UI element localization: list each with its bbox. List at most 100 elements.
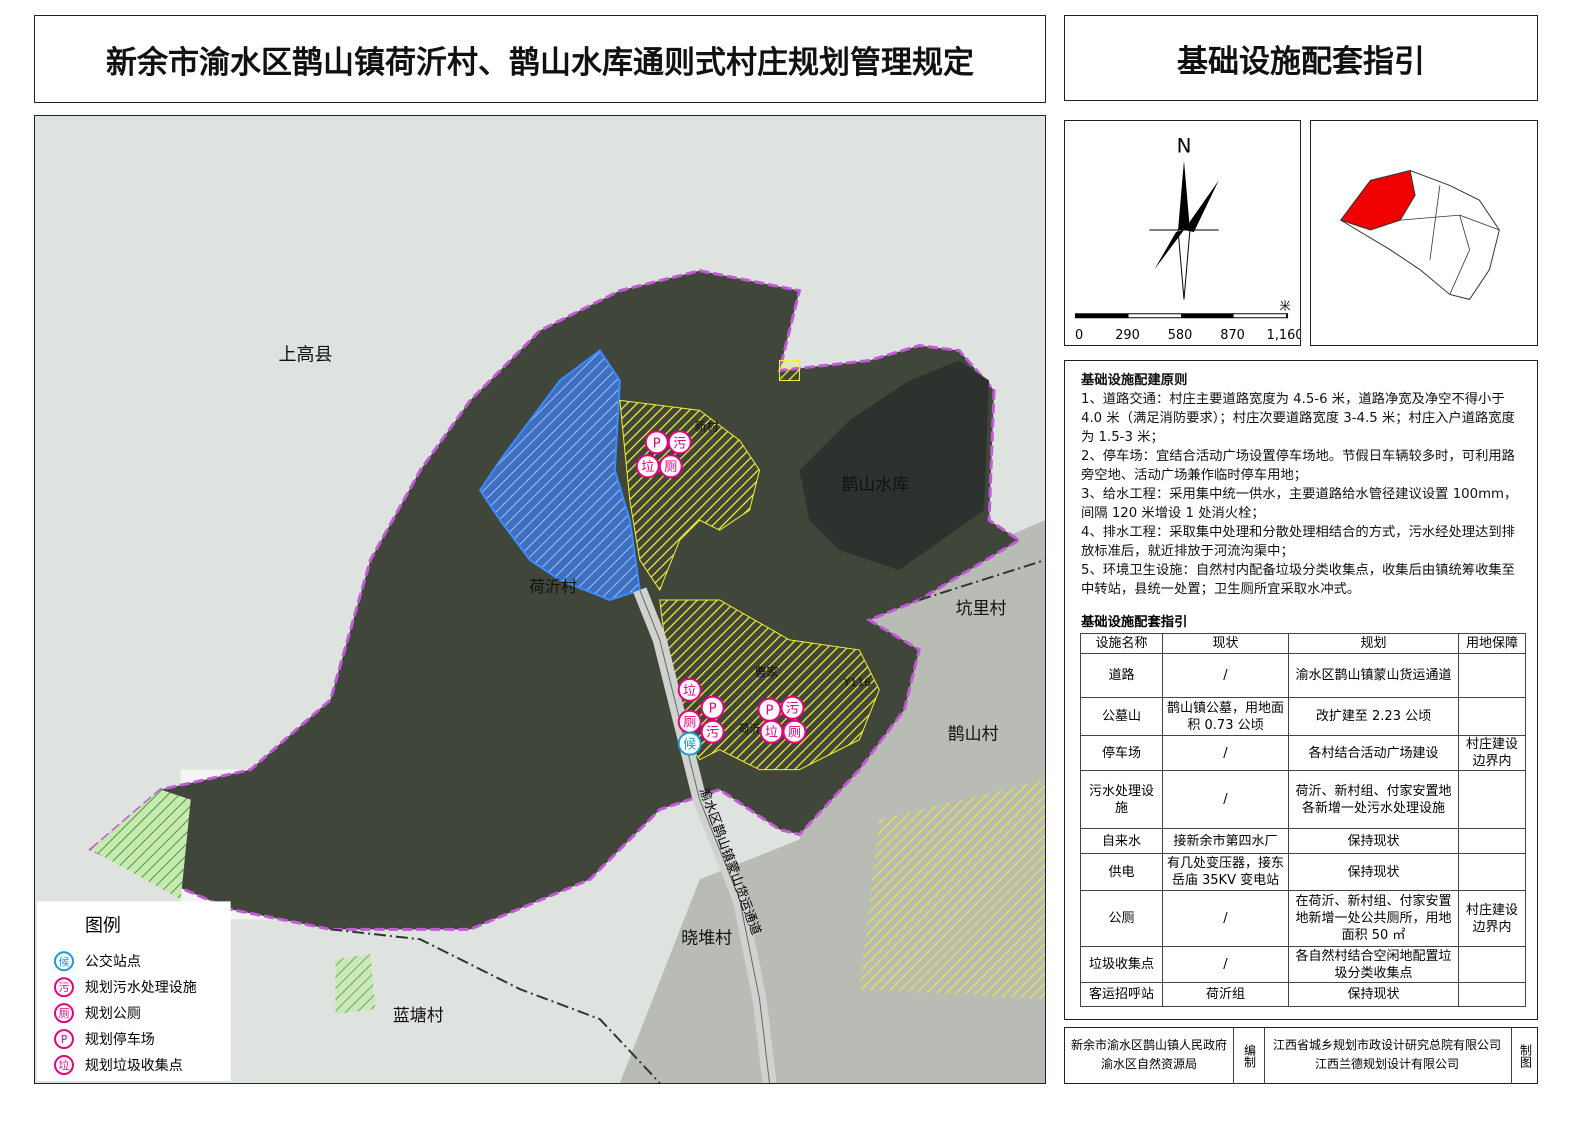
- firm: 江西兰德规划设计有限公司: [1314, 1057, 1459, 1071]
- table-cell: [1458, 982, 1526, 1007]
- marker-symbol: 污: [59, 981, 70, 994]
- marker-symbol: 厕: [788, 726, 801, 741]
- scale-tick-label: 580: [1168, 328, 1193, 343]
- place-label: 上高县: [279, 344, 333, 365]
- principles: 基础设施配建原则 1、道路交通：村庄主要道路宽度为 4.5-6 米，道路净宽及净空…: [1065, 361, 1537, 599]
- org: 渝水区自然资源局: [1100, 1057, 1197, 1071]
- place-label: Y116: [843, 676, 872, 689]
- legend-label: 规划停车场: [85, 1031, 155, 1048]
- green-area: [335, 954, 376, 1015]
- location-map: [1310, 120, 1538, 346]
- principle-item: 4、排水工程：采取集中处理和分散处理相结合的方式，污水经处理达到排放标准后，就近…: [1081, 525, 1515, 559]
- admin-boundary: [330, 559, 1045, 1083]
- holdback-area: [478, 349, 641, 602]
- table-row: 道路 / 渝水区鹊山镇蒙山货运通道: [1080, 653, 1526, 698]
- table-cell: 接新余市第四水厂: [1162, 828, 1289, 854]
- role: 制图: [1511, 1028, 1538, 1084]
- footer-orgs: 新余市渝水区鹊山镇人民政府 渝水区自然资源局: [1065, 1036, 1233, 1074]
- table-cell: 保持现状: [1288, 853, 1459, 891]
- table-cell: 各自然村结合空闲地配置垃圾分类收集点: [1288, 946, 1459, 983]
- marker-symbol: 污: [673, 435, 686, 451]
- table-cell: 各村结合活动广场建设: [1288, 735, 1459, 771]
- place-label: 荷沂: [739, 723, 761, 736]
- table-cell: 鹊山镇公墓，用地面积 0.73 公顷: [1162, 697, 1289, 736]
- table-cell: /: [1162, 653, 1289, 698]
- table-cell: [1458, 828, 1526, 854]
- org: 新余市渝水区鹊山镇人民政府: [1070, 1038, 1227, 1052]
- marker-circle: [54, 1003, 74, 1024]
- table-cell: /: [1162, 735, 1289, 771]
- scale-tick-label: 870: [1220, 328, 1245, 343]
- table-row: 客运招呼站 荷沂组 保持现状: [1080, 982, 1526, 1007]
- footer: 新余市渝水区鹊山镇人民政府 渝水区自然资源局 编制 江西省城乡规划市政设计研究总院…: [1064, 1027, 1538, 1084]
- principle-item: 2、停车场：宜结合活动广场设置停车场地。节假日车辆较多时，可利用路旁空地、活动广…: [1081, 449, 1515, 483]
- title-box: 新余市渝水区鹊山镇荷沂村、鹊山水库通则式村庄规划管理规定: [34, 15, 1046, 103]
- table-row: 供电 有几处变压器，接东岳庙 35KV 变电站 保持现状: [1080, 853, 1526, 891]
- construction-land: [619, 359, 800, 592]
- table-cell: /: [1162, 770, 1289, 829]
- table-cell: [1458, 946, 1526, 983]
- marker-symbol: 垃: [59, 1059, 70, 1072]
- legend-label: 公交站点: [85, 953, 141, 970]
- neighbor-construction: [859, 779, 1045, 1000]
- header-cell: 规划: [1288, 633, 1459, 654]
- scale-bar: [1074, 313, 1289, 319]
- table-cell: 保持现状: [1288, 828, 1459, 854]
- marker-symbol: 厕: [683, 716, 696, 731]
- place-label: 新村: [695, 418, 719, 433]
- marker-circle: [677, 677, 702, 702]
- header-cell: 用地保障: [1458, 633, 1526, 654]
- marker-symbol: 污: [786, 701, 799, 717]
- table-cell: 在荷沂、新村组、付家安置地新增一处公共厕所，用地面积 50 ㎡: [1288, 890, 1459, 947]
- reservoir: [799, 360, 990, 571]
- legend-label: 规划公厕: [85, 1006, 141, 1022]
- table-cell: [1458, 770, 1526, 829]
- legend-label: 规划污水处理设施: [85, 980, 197, 996]
- marker-symbol: P: [653, 436, 661, 451]
- marker-circle: [54, 1055, 74, 1076]
- marker-symbol: 厕: [59, 1007, 70, 1020]
- table-row: 自来水 接新余市第四水厂 保持现状: [1080, 828, 1526, 854]
- place-label: 荷沂村: [529, 577, 577, 596]
- marker-circle: [677, 731, 702, 756]
- town-divisions: [1400, 185, 1500, 295]
- scale-tick-label: 290: [1115, 328, 1140, 343]
- marker-circle: [782, 719, 807, 744]
- north-arrow: [1177, 229, 1191, 300]
- north-arrow-box: N 米 0 290 580 870 1,160: [1064, 120, 1301, 346]
- marker-symbol: P: [709, 702, 717, 717]
- marker-symbol: 垃: [765, 725, 778, 741]
- table-cell: [1458, 653, 1526, 698]
- table-header: 设施名称 现状 规划 用地保障: [1080, 633, 1526, 654]
- principle-item: 1、道路交通：村庄主要道路宽度为 4.5-6 米，道路净宽及净空不得小于 4.0…: [1081, 392, 1515, 445]
- facility-table: 设施名称 现状 规划 用地保障 道路 / 渝水区鹊山镇蒙山货运通道 公墓山 鹊山镇公墓，用地面积…: [1080, 633, 1526, 1007]
- marker-circle: [54, 951, 74, 972]
- marker-circle: [780, 695, 805, 720]
- table-cell: 村庄建设边界内: [1458, 735, 1526, 771]
- place-label: 鹊山村: [948, 724, 999, 744]
- header-cell: 设施名称: [1080, 633, 1163, 654]
- table-cell: 荷沂组: [1162, 982, 1289, 1007]
- table-title: 基础设施配套指引: [1081, 615, 1188, 630]
- table-cell: 改扩建至 2.23 公顷: [1288, 697, 1459, 736]
- table-cell: 公厕: [1080, 890, 1163, 947]
- place-label: 曹家: [755, 664, 779, 679]
- table-cell: 渝水区鹊山镇蒙山货运通道: [1288, 653, 1459, 698]
- scale-bar: [1128, 314, 1182, 318]
- table-cell: [1458, 853, 1526, 891]
- table-cell: 荷沂、新村组、付家安置地各新增一处污水处理设施: [1288, 770, 1459, 829]
- marker-circle: [700, 719, 725, 744]
- marker-circle: [700, 695, 725, 720]
- marker-symbol: 垃: [683, 683, 696, 699]
- table-cell: 村庄建设边界内: [1458, 890, 1526, 947]
- principles-title: 基础设施配建原则: [1081, 373, 1188, 388]
- table-row: 公墓山 鹊山镇公墓，用地面积 0.73 公顷 改扩建至 2.23 公顷: [1080, 697, 1526, 736]
- table-row: 垃圾收集点 / 各自然村结合空闲地配置垃圾分类收集点: [1080, 946, 1526, 983]
- header-cell: 现状: [1162, 633, 1289, 654]
- table-cell: 供电: [1080, 853, 1163, 891]
- table-cell: 保持现状: [1288, 982, 1459, 1007]
- table-cell: 垃圾收集点: [1080, 946, 1163, 983]
- footer-firms: 江西省城乡规划市政设计研究总院有限公司 江西兰德规划设计有限公司: [1263, 1036, 1511, 1074]
